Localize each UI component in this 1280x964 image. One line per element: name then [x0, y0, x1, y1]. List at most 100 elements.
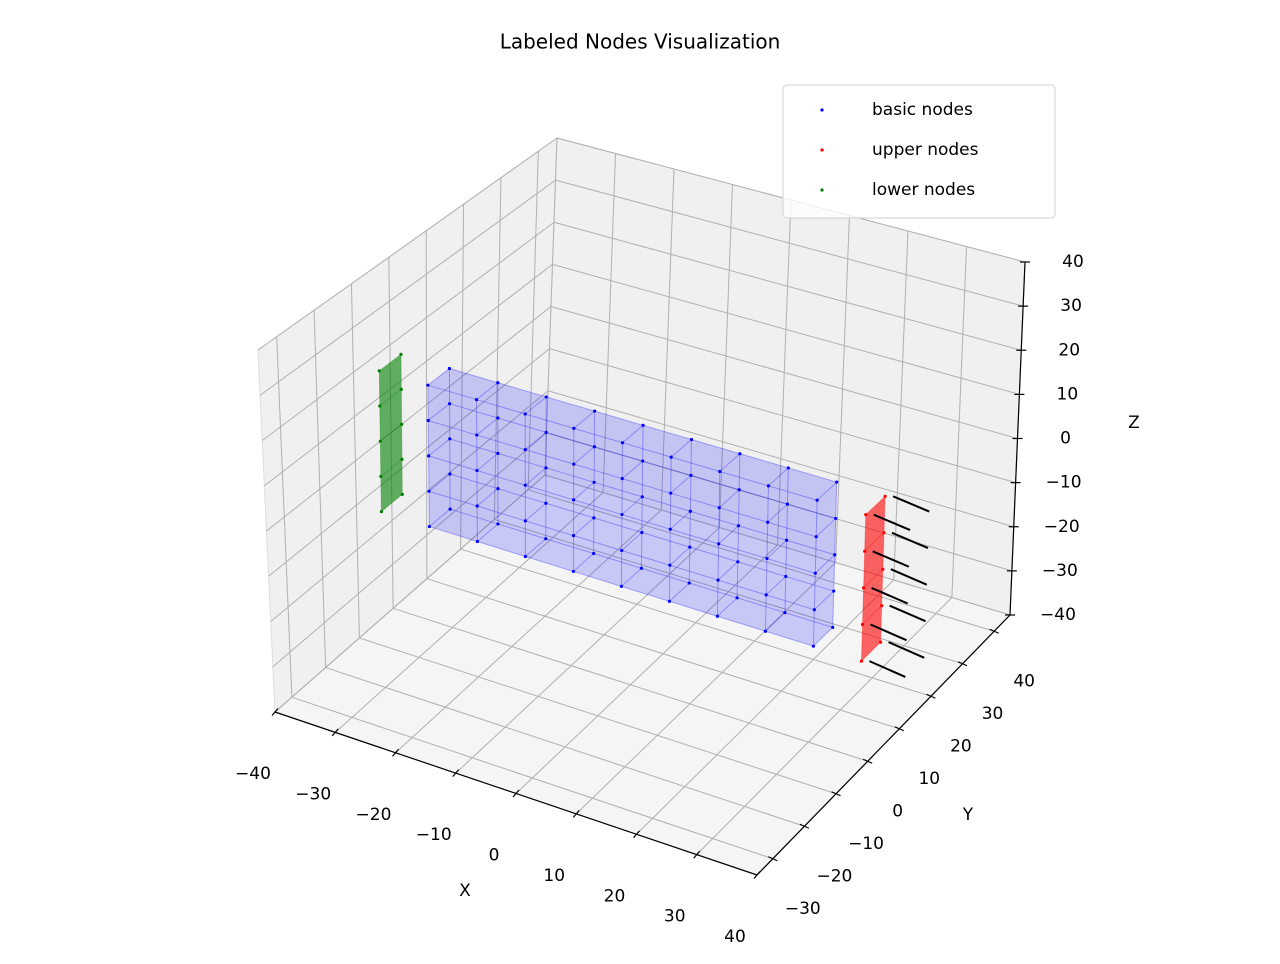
node	[831, 626, 834, 629]
x-tick-label: 20	[604, 886, 626, 906]
node	[449, 508, 452, 511]
node	[448, 367, 451, 370]
node	[641, 495, 644, 498]
node	[593, 481, 596, 484]
node	[783, 611, 786, 614]
y-tick-label: 0	[892, 801, 903, 821]
node	[399, 353, 402, 356]
node	[544, 466, 547, 469]
node	[476, 540, 479, 543]
node	[668, 600, 671, 603]
y-tick-label: −30	[785, 899, 821, 919]
mesh-edge	[691, 440, 692, 476]
node	[544, 502, 547, 505]
node	[524, 555, 527, 558]
x-axis-label: X	[459, 881, 471, 901]
node	[688, 581, 691, 584]
node	[593, 445, 596, 448]
mesh-edge	[379, 371, 380, 406]
x-tick-label: 0	[489, 846, 500, 866]
node	[833, 553, 836, 556]
x-tick-label: 40	[724, 927, 746, 947]
node	[641, 459, 644, 462]
node	[427, 454, 430, 457]
node	[787, 466, 790, 469]
node	[524, 484, 527, 487]
node	[668, 564, 671, 567]
node	[718, 470, 721, 473]
y-tick-label: 10	[918, 769, 940, 789]
node	[884, 495, 887, 498]
node	[834, 517, 837, 520]
node	[669, 528, 672, 531]
node	[689, 510, 692, 513]
node	[812, 645, 815, 648]
node	[863, 550, 866, 553]
z-tick-label: 30	[1060, 296, 1082, 316]
node	[832, 589, 835, 592]
legend-label: lower nodes	[872, 180, 975, 200]
node	[835, 481, 838, 484]
z-tick-label: 40	[1062, 252, 1084, 272]
node	[426, 384, 429, 387]
node	[816, 499, 819, 502]
node	[593, 410, 596, 413]
node	[764, 630, 767, 633]
node	[400, 458, 403, 461]
y-tick-label: 20	[950, 736, 972, 756]
y-axis-label: Y	[962, 805, 974, 825]
node	[400, 388, 403, 391]
node	[640, 567, 643, 570]
node	[400, 423, 403, 426]
node	[621, 441, 624, 444]
y-tick-label: 40	[1013, 671, 1035, 691]
node	[544, 537, 547, 540]
node	[524, 412, 527, 415]
node	[476, 504, 479, 507]
y-tick-label: −10	[848, 834, 884, 854]
mesh-edge	[737, 562, 738, 598]
z-tick-label: 10	[1057, 384, 1079, 404]
mesh-edge	[717, 580, 718, 616]
node	[379, 440, 382, 443]
node	[786, 502, 789, 505]
chart-title: Labeled Nodes Visualization	[500, 30, 781, 54]
node	[766, 521, 769, 524]
mesh-edge	[738, 490, 739, 526]
z-tick-label: −30	[1042, 561, 1078, 581]
node	[496, 416, 499, 419]
x-tick-label: −40	[235, 764, 271, 784]
node	[620, 585, 623, 588]
x-tick-label: −10	[416, 825, 452, 845]
node	[861, 623, 864, 626]
mesh-edge	[718, 544, 719, 580]
mesh-edge	[689, 547, 690, 583]
node	[738, 488, 741, 491]
node	[524, 519, 527, 522]
y-tick-label: −20	[816, 866, 852, 886]
mesh-edge	[739, 454, 740, 490]
mesh-edge	[380, 441, 381, 476]
node	[735, 596, 738, 599]
node	[379, 475, 382, 478]
y-tick-label: 30	[982, 704, 1004, 724]
node	[765, 593, 768, 596]
node	[689, 474, 692, 477]
node	[620, 513, 623, 516]
node	[814, 572, 817, 575]
node	[881, 568, 884, 571]
node	[864, 513, 867, 516]
node	[572, 427, 575, 430]
mesh-edge	[380, 406, 381, 441]
x-tick-label: 30	[664, 907, 686, 927]
node	[736, 560, 739, 563]
node	[496, 381, 499, 384]
node	[524, 448, 527, 451]
node	[621, 477, 624, 480]
node	[427, 419, 430, 422]
node	[475, 433, 478, 436]
node	[448, 472, 451, 475]
node	[545, 395, 548, 398]
mesh-edge	[719, 472, 720, 508]
legend-label: upper nodes	[872, 140, 979, 160]
